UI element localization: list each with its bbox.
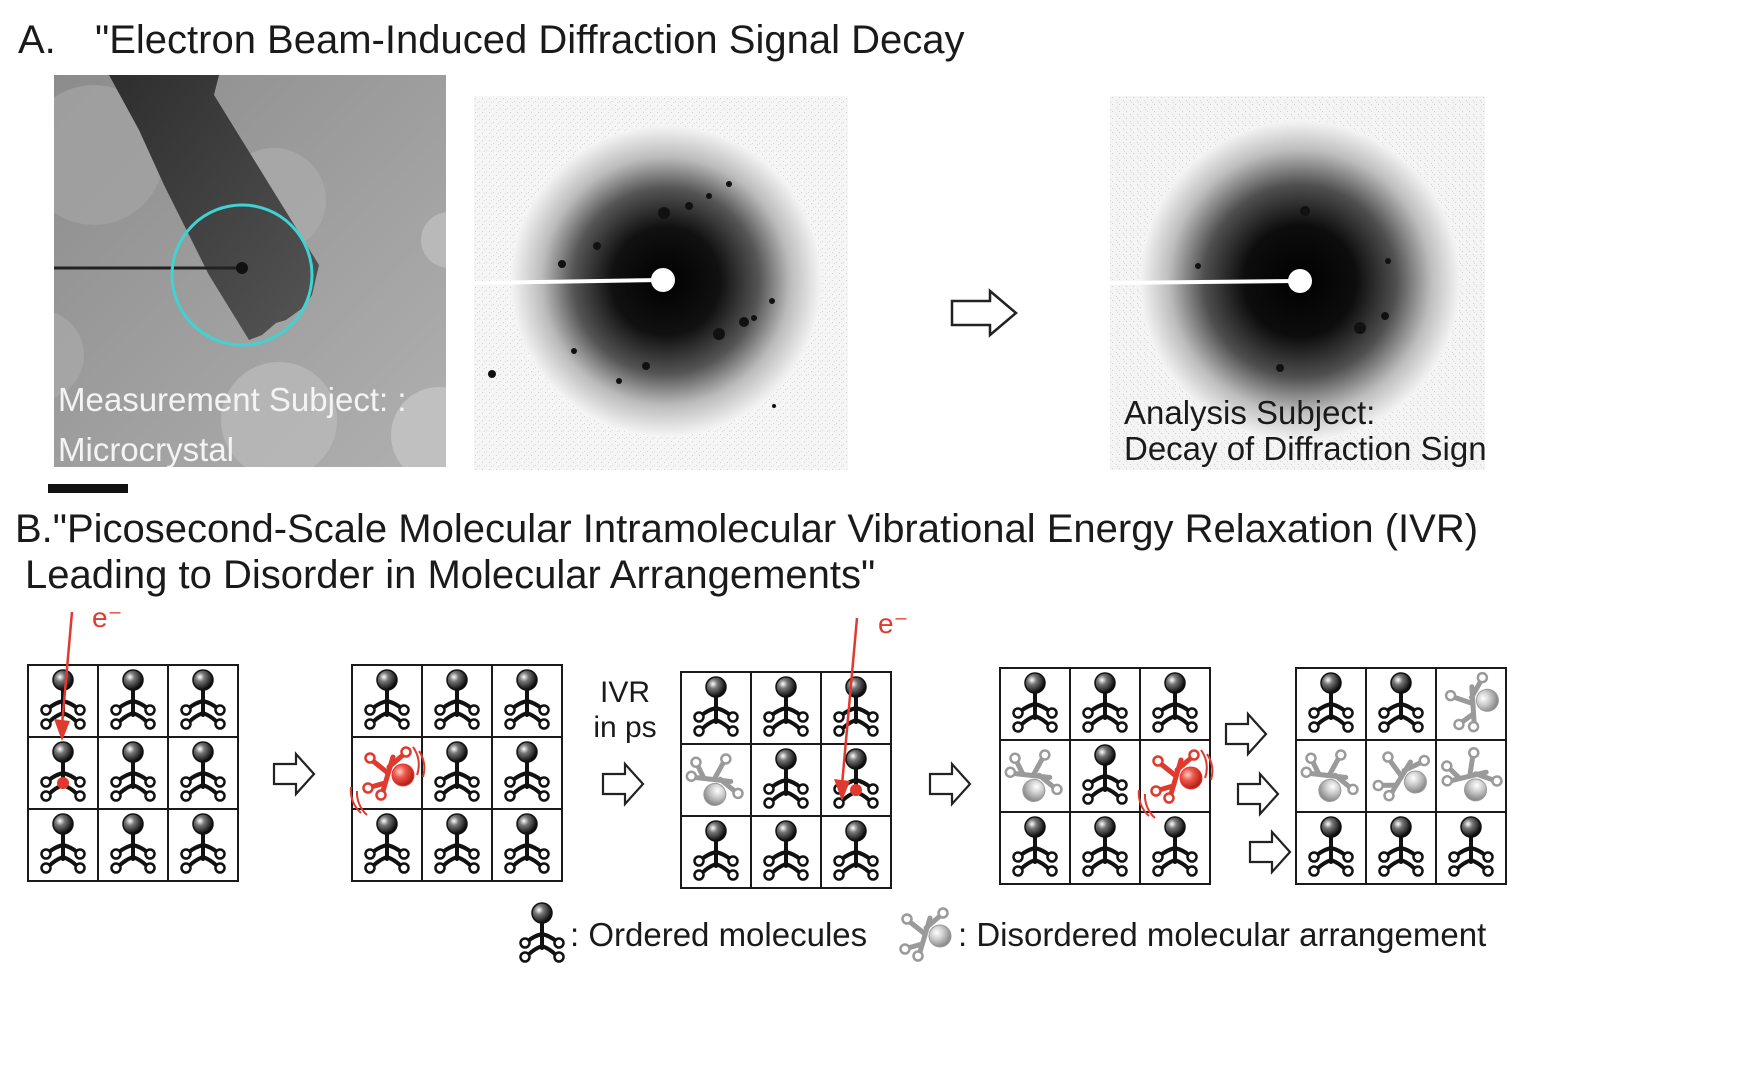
microcrystal-image: Measurement Subject: : Microcrystal [54,75,446,467]
diffraction-pattern-decayed: Analysis Subject: Decay of Diffraction S… [1110,96,1485,470]
ordered-molecule-icon [1012,816,1058,877]
ordered-molecule-icon [763,748,809,809]
disordered-molecule-icon [685,753,744,806]
right-caption-line1: Analysis Subject: [1124,394,1376,431]
arrow-right-icon [1236,771,1280,817]
ordered-molecule-icon [180,741,226,802]
disordered-molecule-icon [1004,749,1063,802]
ordered-molecule-icon [1012,672,1058,733]
ordered-molecule-icon [364,813,410,874]
ordered-molecule-icon [693,820,739,881]
legend-ordered-molecule-icon [519,902,565,963]
ordered-molecule-icon [40,813,86,874]
ivr-label-line2: in ps [593,710,657,744]
ordered-molecule-icon [504,669,550,730]
ordered-molecule-icon [1152,816,1198,877]
ordered-molecule-icon [1082,744,1128,805]
scale-bar [48,484,128,493]
ordered-molecule-icon [434,741,480,802]
arrow-right-icon [1248,829,1292,875]
molecule-grid-2 [349,664,563,882]
electron-label-2: e⁻ [878,608,909,639]
ordered-molecule-icon [1378,816,1424,877]
electron-beam-arrow-2 [834,617,859,801]
legend-disordered-label: : Disordered molecular arrangement [958,916,1487,953]
molecule-grid-5 [1295,667,1507,885]
legend-disordered-molecule-icon [899,907,952,962]
ordered-molecule-icon [1378,672,1424,733]
excited-molecule-icon [362,746,415,801]
ordered-molecule-icon [504,741,550,802]
electron-label-1: e⁻ [92,602,123,633]
disordered-molecule-icon [1441,747,1503,802]
ivr-label-line1: IVR [599,676,650,709]
disordered-molecule-icon [1372,751,1431,802]
ordered-molecule-icon [1448,816,1494,877]
electron-beam-arrow-1 [54,611,74,741]
legend-ordered-label: : Ordered molecules [570,916,868,953]
ordered-molecule-icon [40,741,86,802]
molecule-grid-1 [27,664,239,882]
ordered-molecule-icon [1308,672,1354,733]
left-caption-line2: Microcrystal [58,431,235,467]
beam-circle [170,203,314,347]
ordered-molecule-icon [1152,672,1198,733]
ordered-molecule-icon [763,676,809,737]
ordered-molecule-icon [833,820,879,881]
section-a-letter: A. [18,18,56,62]
left-caption-line1: Measurement Subject: : [58,381,407,418]
ordered-molecule-icon [1308,816,1354,877]
ordered-molecule-icon [763,820,809,881]
arrow-right-icon [928,761,972,807]
molecule-grid-4 [999,667,1214,885]
diffraction-pattern-initial [474,96,848,470]
ordered-molecule-icon [693,676,739,737]
vibration-wave-icon [1137,749,1214,819]
disordered-molecule-icon [1444,671,1499,733]
section-b-title-line1: B."Picosecond-Scale Molecular Intramolec… [15,507,1479,551]
ivr-label: IVR in ps [580,676,670,745]
arrow-right-icon [601,761,645,807]
ordered-molecule-icon [434,813,480,874]
ordered-molecule-icon [180,813,226,874]
ordered-molecule-icon [110,813,156,874]
section-b-title-line2: Leading to Disorder in Molecular Arrange… [25,553,876,597]
ordered-molecule-icon [1082,816,1128,877]
excited-atom-marker [57,777,69,789]
ordered-molecule-icon [1082,672,1128,733]
vibration-wave-icon [349,746,426,816]
excited-atom-marker [850,784,862,796]
right-caption-line2: Decay of Diffraction Signals [1124,430,1485,467]
disordered-molecule-icon [1300,749,1359,802]
ordered-molecule-icon [434,669,480,730]
ordered-molecule-icon [110,669,156,730]
arrow-right-icon [950,288,1020,338]
ordered-molecule-icon [110,741,156,802]
excited-molecule-icon [1150,749,1203,804]
ordered-molecule-icon [364,669,410,730]
arrow-right-icon [272,751,316,797]
ordered-molecule-icon [180,669,226,730]
section-a-title: "Electron Beam-Induced Diffraction Signa… [95,18,965,62]
molecule-grid-3 [680,671,892,889]
ordered-molecule-icon [504,813,550,874]
arrow-right-icon [1224,711,1268,757]
ordered-molecule-icon [40,669,86,730]
